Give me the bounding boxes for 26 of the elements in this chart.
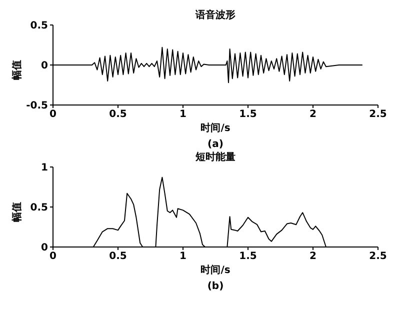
x-tick-label: 1.5 <box>239 251 257 262</box>
x-tick-label: 0 <box>50 251 57 262</box>
x-tick-label: 0.5 <box>109 251 127 262</box>
y-tick-label: -0.5 <box>26 100 48 112</box>
y-tick-label: 0 <box>41 242 48 254</box>
text: (b) <box>206 281 225 292</box>
y-axis-title: 幅值 <box>11 201 24 224</box>
x-axis-title: 时间/s <box>200 264 232 277</box>
chart-title: 语音波形 <box>194 8 236 21</box>
chart-title: 短时能量 <box>194 150 236 163</box>
x-tick-label: 2 <box>310 251 317 262</box>
y-tick-label: 0.5 <box>30 202 48 214</box>
x-axis-title: 时间/s <box>200 122 232 135</box>
x-tick-label: 2 <box>310 109 317 120</box>
x-tick-label: 2.5 <box>369 109 387 120</box>
y-tick-label: 0.5 <box>30 20 48 32</box>
x-tick-label: 0 <box>50 109 57 120</box>
text: (a) <box>206 139 224 150</box>
y-axis-title: 幅值 <box>11 59 24 82</box>
y-tick-label: 0 <box>41 60 48 72</box>
x-tick-label: 2.5 <box>369 251 387 262</box>
x-tick-label: 1 <box>180 251 187 262</box>
x-tick-label: 1.5 <box>239 109 257 120</box>
y-tick-label: 1 <box>41 162 48 174</box>
x-tick-label: 0.5 <box>109 109 127 120</box>
x-tick-label: 1 <box>180 109 187 120</box>
